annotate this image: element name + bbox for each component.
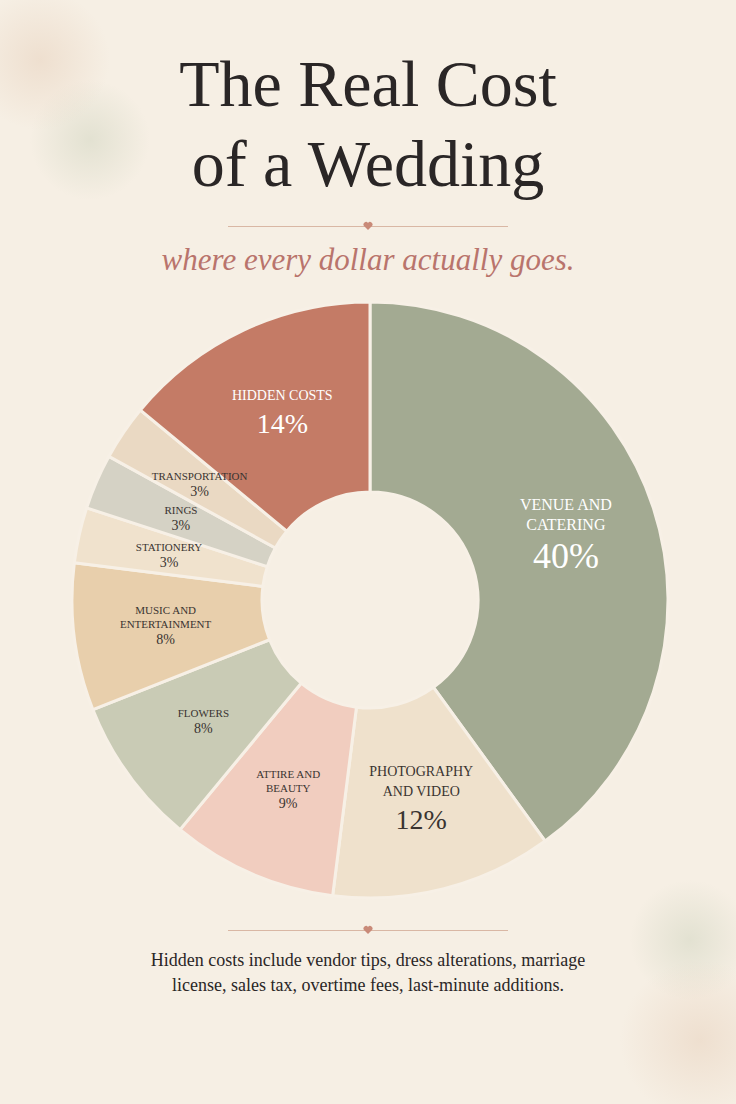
svg-text:MUSIC AND: MUSIC AND bbox=[135, 604, 196, 616]
svg-text:3%: 3% bbox=[190, 484, 209, 499]
svg-text:CATERING: CATERING bbox=[526, 516, 606, 533]
svg-text:VENUE AND: VENUE AND bbox=[520, 496, 612, 513]
html-text:where every dollar actually go: where every dollar actually goes. bbox=[161, 242, 575, 277]
svg-text:RINGS: RINGS bbox=[164, 504, 197, 516]
svg-text:3%: 3% bbox=[160, 555, 179, 570]
svg-text:40%: 40% bbox=[533, 536, 599, 576]
svg-text:TRANSPORTATION: TRANSPORTATION bbox=[152, 470, 248, 482]
html-text:The Real Cost of a Wedding: The Real Cost of a Wedding bbox=[179, 47, 557, 200]
svg-text:12%: 12% bbox=[396, 804, 447, 835]
svg-text:PHOTOGRAPHY: PHOTOGRAPHY bbox=[369, 764, 473, 779]
svg-text:HIDDEN COSTS: HIDDEN COSTS bbox=[232, 388, 333, 403]
svg-text:FLOWERS: FLOWERS bbox=[178, 707, 229, 719]
svg-text:STATIONERY: STATIONERY bbox=[136, 541, 202, 553]
svg-text:BEAUTY: BEAUTY bbox=[266, 782, 311, 794]
html-text:Hidden costs include vendor ti: Hidden costs include vendor tips, dress … bbox=[150, 950, 586, 995]
svg-text:8%: 8% bbox=[156, 632, 175, 647]
svg-text:14%: 14% bbox=[257, 408, 308, 439]
svg-text:ATTIRE AND: ATTIRE AND bbox=[256, 768, 320, 780]
svg-text:9%: 9% bbox=[279, 796, 298, 811]
svg-text:AND VIDEO: AND VIDEO bbox=[383, 784, 460, 799]
svg-text:3%: 3% bbox=[172, 518, 191, 533]
svg-text:8%: 8% bbox=[194, 721, 213, 736]
svg-text:ENTERTAINMENT: ENTERTAINMENT bbox=[120, 618, 212, 630]
